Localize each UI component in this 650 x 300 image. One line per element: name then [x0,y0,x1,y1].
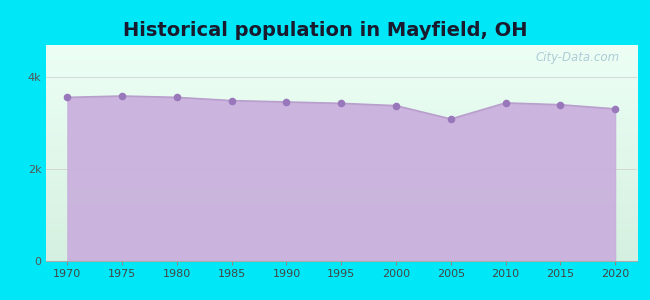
Point [500,100,511,105]
Point [281,100,292,104]
Point [172,95,182,100]
Point [610,106,620,111]
Text: Historical population in Mayfield, OH: Historical population in Mayfield, OH [123,21,527,40]
Text: City-Data.com: City-Data.com [535,52,619,64]
Point [555,102,566,107]
Point [226,98,237,103]
Point [117,94,127,98]
Point [336,101,346,106]
Point [62,95,73,100]
Point [391,103,401,108]
Point [446,117,456,122]
